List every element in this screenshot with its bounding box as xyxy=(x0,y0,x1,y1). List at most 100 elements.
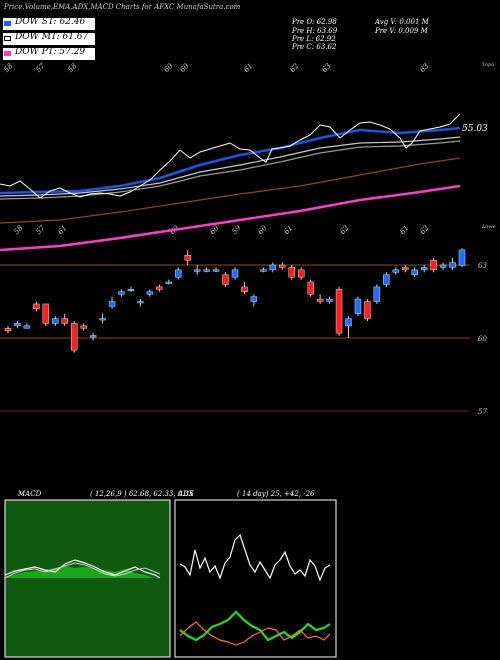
legend-dow-st-label: DOW ST: 62.46 xyxy=(15,17,86,27)
ema-gray-upper-line xyxy=(0,136,461,197)
ohlc-pre-volume: Pre V: 0.009 M xyxy=(375,27,428,35)
candle xyxy=(373,284,381,304)
candle xyxy=(222,272,229,287)
candle-body xyxy=(146,291,154,295)
candle-body xyxy=(42,303,50,324)
candle-body xyxy=(430,259,437,271)
candle-body xyxy=(288,267,295,278)
candle-body xyxy=(127,289,135,292)
candle xyxy=(260,267,267,273)
candle xyxy=(354,296,362,317)
candle xyxy=(99,313,106,324)
candle-body xyxy=(193,269,201,272)
lower-scale-label: Lowe xyxy=(482,224,496,230)
y-label-60: 60 xyxy=(478,335,487,343)
candle xyxy=(402,265,409,273)
candle-body xyxy=(52,318,59,324)
candle-body xyxy=(4,328,12,331)
candle-body xyxy=(383,274,390,285)
candle xyxy=(335,286,343,336)
legend-swatch-blue xyxy=(4,21,11,26)
candle-body xyxy=(165,281,172,284)
adx-label: ADX xyxy=(178,490,194,498)
candle-body xyxy=(137,301,144,304)
candle-body xyxy=(212,269,220,272)
candle-body xyxy=(316,298,324,302)
macd-signal-line xyxy=(4,562,161,579)
candle xyxy=(52,316,59,326)
candle xyxy=(137,299,144,307)
ema-blue-line xyxy=(0,126,461,195)
candle-body xyxy=(449,262,456,268)
candle xyxy=(193,265,201,275)
candle xyxy=(316,294,324,304)
candle-body xyxy=(260,269,267,272)
chart-title: Price,Volume,EMA,ADX,MACD Charts for AFX… xyxy=(4,3,241,11)
candle-body xyxy=(23,325,31,329)
candle-body xyxy=(326,298,333,302)
candle-body xyxy=(420,267,428,271)
candle xyxy=(430,257,437,273)
candle xyxy=(345,316,352,338)
candle xyxy=(165,279,172,285)
candle-body xyxy=(203,269,210,272)
adx-panel-bg xyxy=(174,499,337,658)
candle xyxy=(14,320,21,329)
candle xyxy=(212,267,220,273)
candle-body xyxy=(307,281,314,295)
ema-brown-line xyxy=(0,157,461,224)
candle-body xyxy=(231,269,239,278)
ema-magenta-line xyxy=(0,184,461,252)
legend-dow-mt-label: DOW MT: 61.67 xyxy=(15,32,89,42)
y-label-63: 63 xyxy=(478,262,487,270)
candle xyxy=(326,296,333,304)
candle xyxy=(411,267,418,278)
candle-body xyxy=(14,323,21,327)
candle xyxy=(23,323,31,329)
legend-dow-st: DOW ST: 62.46 xyxy=(3,17,95,30)
ohlc-high: Pre H: 63.69 xyxy=(292,27,338,35)
candle-body xyxy=(71,323,78,351)
candle xyxy=(241,282,248,295)
candle-body xyxy=(345,318,352,327)
candle-body xyxy=(241,286,248,292)
y-label-57: 57 xyxy=(478,408,487,416)
legend-dow-pt: DOW PT: 57.29 xyxy=(3,47,95,60)
candle-body xyxy=(250,296,258,302)
candle xyxy=(184,250,191,265)
candle-body xyxy=(279,264,286,268)
candle-body xyxy=(269,264,277,271)
legend-dow-pt-label: DOW PT: 57.29 xyxy=(15,47,86,57)
candle xyxy=(279,262,286,270)
candle xyxy=(250,294,258,307)
candle-body xyxy=(184,255,191,261)
candle-body xyxy=(298,269,305,278)
candle xyxy=(175,267,182,280)
candle xyxy=(146,289,154,297)
candle-body xyxy=(364,301,371,319)
adx-params: ( 14 day) 25, +42, -26 xyxy=(237,490,315,498)
legend-swatch-white xyxy=(4,36,11,41)
ema-gray-lower-line xyxy=(0,140,461,200)
macd-label: MACD xyxy=(18,490,42,498)
legend-dow-mt: DOW MT: 61.67 xyxy=(3,32,95,45)
candle-body xyxy=(354,298,362,314)
candle xyxy=(42,303,50,326)
candle-body xyxy=(89,335,97,338)
candle xyxy=(392,267,399,275)
candle-body xyxy=(439,264,447,268)
ohlc-low: Pre L: 62.92 xyxy=(292,35,336,43)
adx-plus-di-line xyxy=(179,610,331,642)
price-line xyxy=(0,113,461,199)
ohlc-open: Pre O: 62.98 xyxy=(292,18,337,26)
candle-body xyxy=(458,249,466,266)
candle xyxy=(458,248,466,267)
top-scale-label: Topo xyxy=(482,62,495,68)
macd-params: ( 12,26,9 ) 62.68, 62.33, 0.35 xyxy=(90,490,194,498)
candle xyxy=(288,265,295,280)
candle-body xyxy=(335,289,343,334)
candle-body xyxy=(61,318,68,324)
